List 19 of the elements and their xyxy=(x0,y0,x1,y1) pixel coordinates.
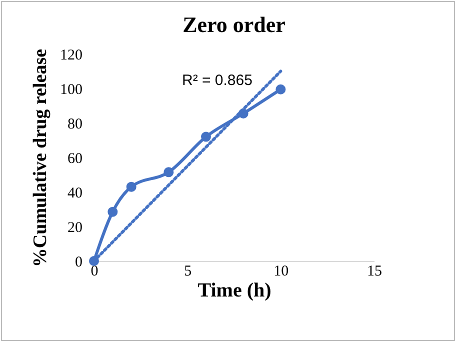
point xyxy=(164,167,174,178)
y-tick-label: 20 xyxy=(68,220,82,236)
point xyxy=(126,182,136,192)
point xyxy=(201,132,211,142)
x-tick-label: 5 xyxy=(184,264,192,280)
x-tick-label: 15 xyxy=(367,264,382,280)
point xyxy=(108,206,118,217)
y-axis-title: %Cumulative drug release xyxy=(30,48,51,268)
point xyxy=(276,84,286,94)
y-tick-label: 120 xyxy=(60,48,82,64)
x-axis-title: Time (h) xyxy=(198,280,272,302)
chart-title: Zero order xyxy=(182,12,286,37)
y-tick-label: 60 xyxy=(68,151,82,167)
x-tick-label: 0 xyxy=(90,264,98,280)
annotation: R² = 0.865 xyxy=(182,72,252,89)
x-tick-label: 10 xyxy=(274,264,289,280)
y-tick-label: 80 xyxy=(68,116,82,132)
y-tick-label: 40 xyxy=(68,186,82,202)
y-tick-label: 100 xyxy=(60,82,82,98)
